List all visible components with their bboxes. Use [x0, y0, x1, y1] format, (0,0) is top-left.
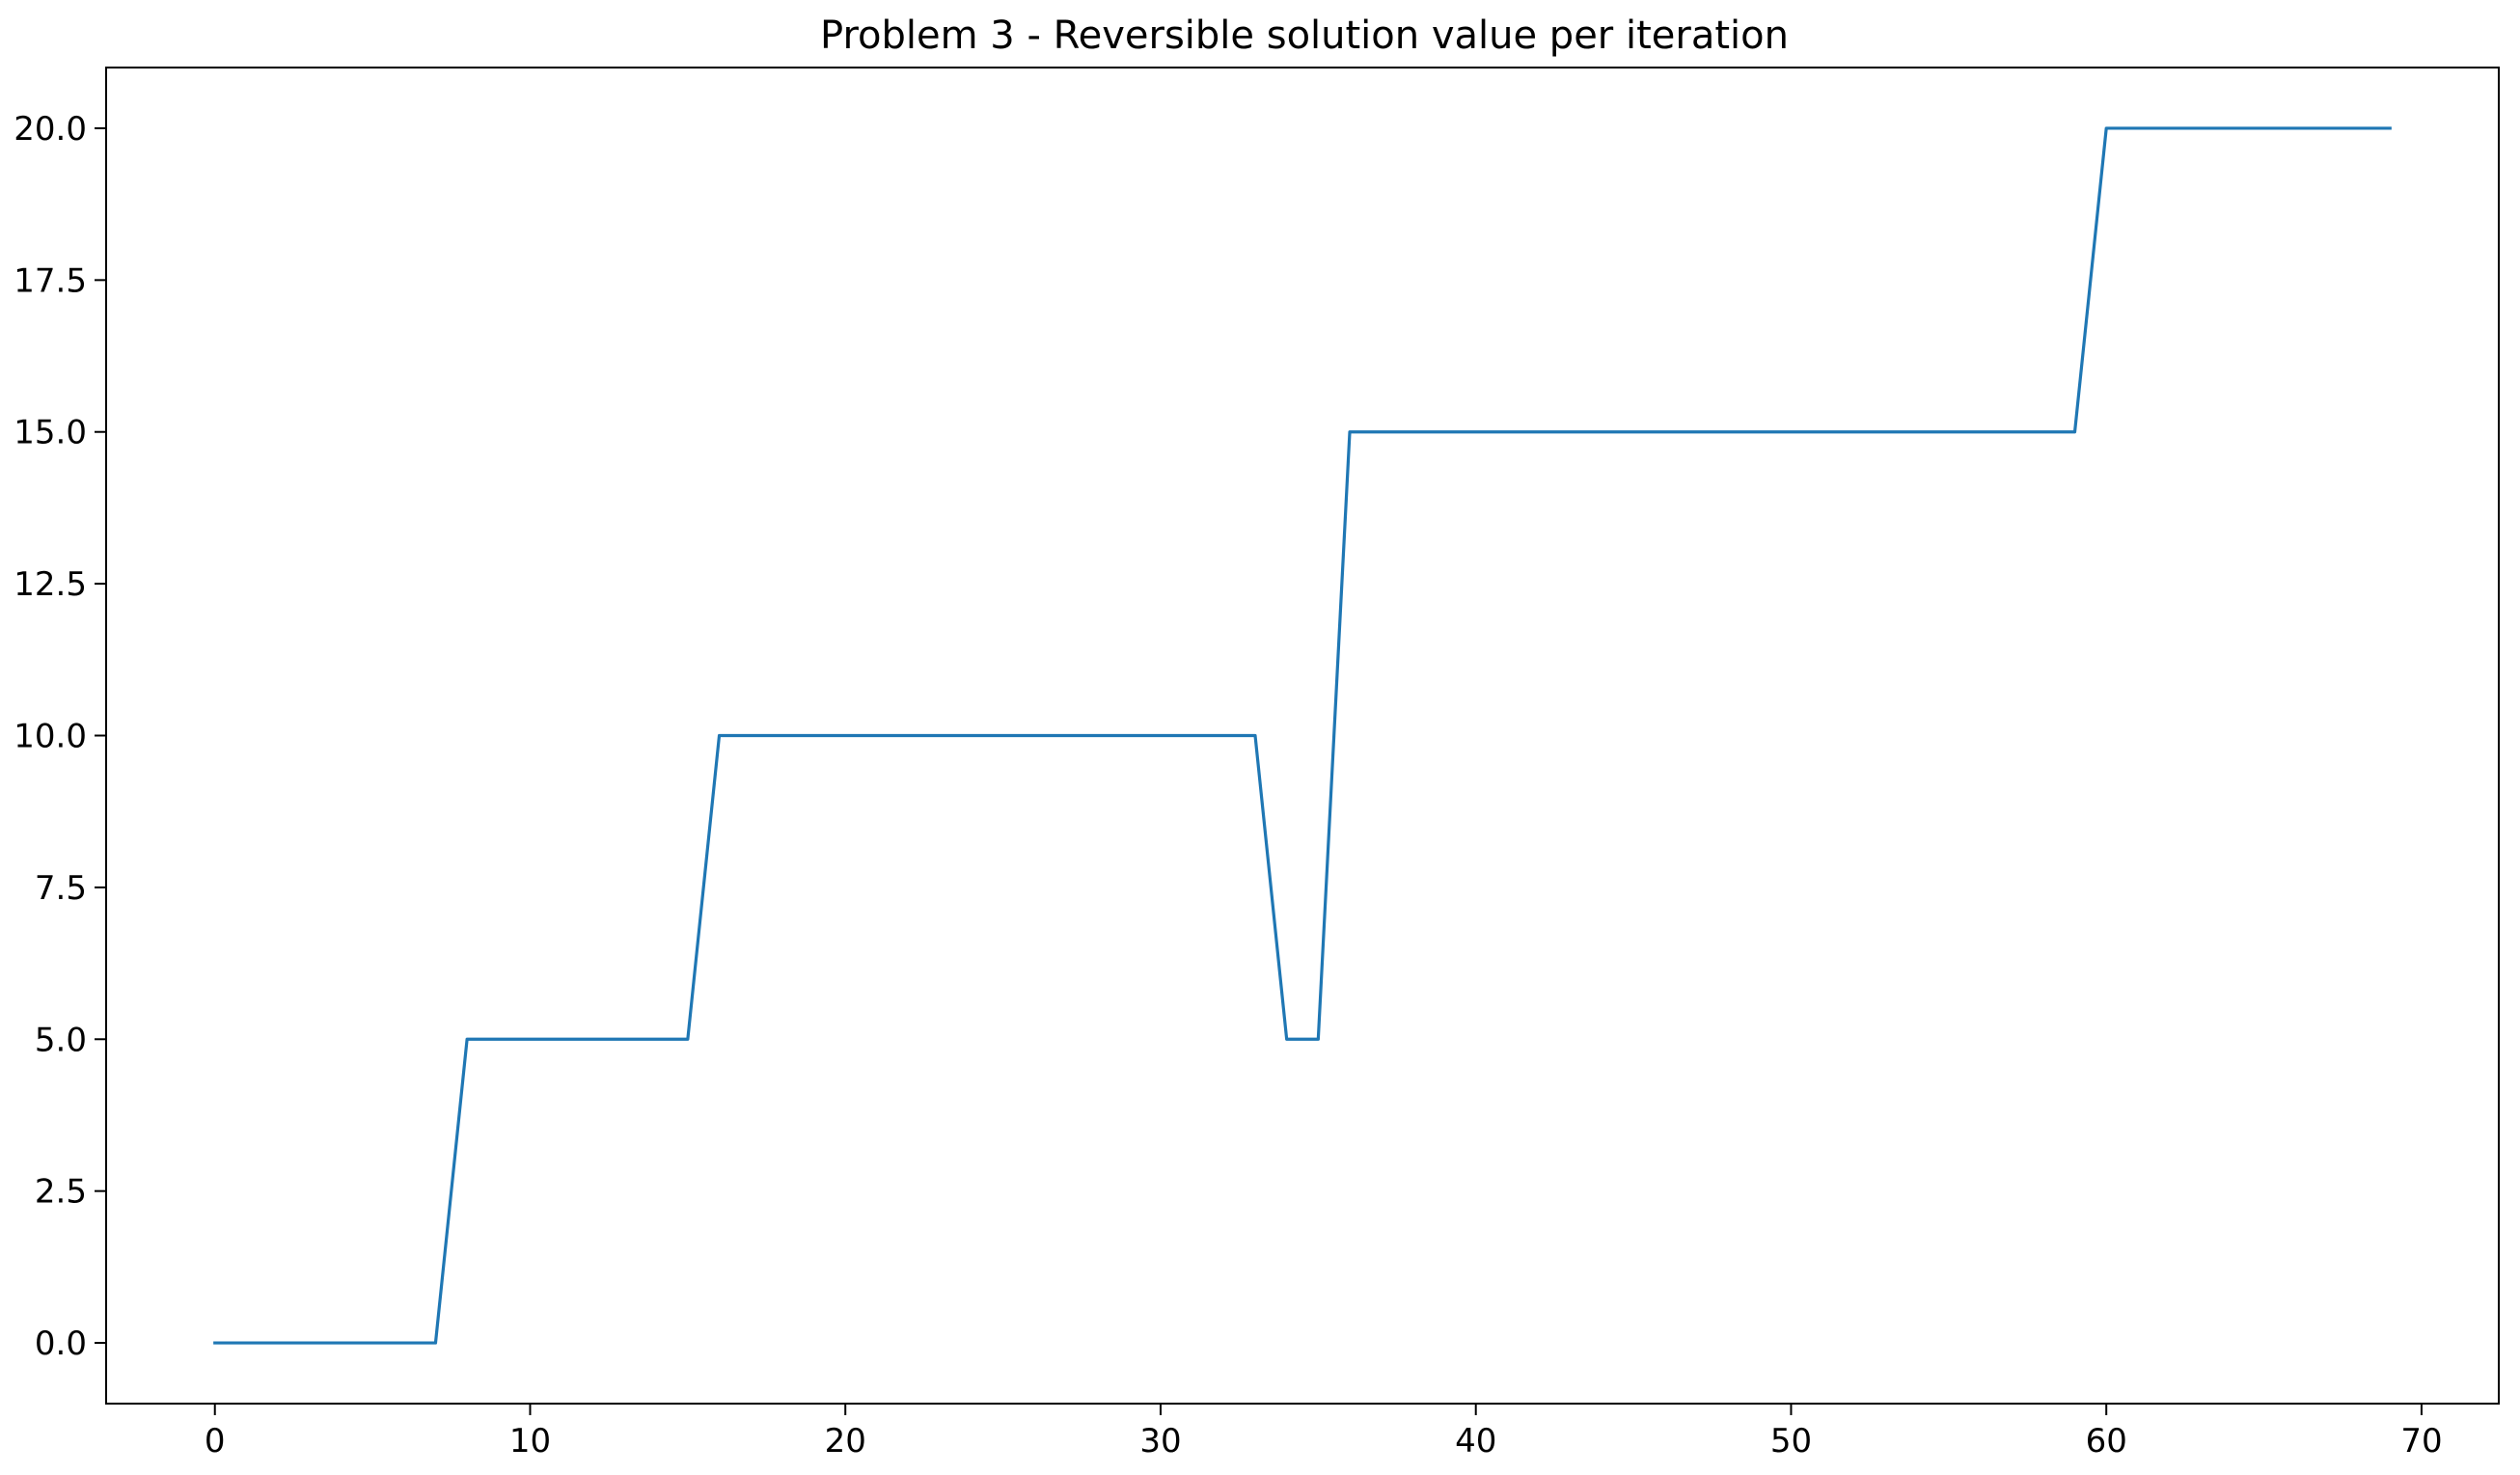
x-tick-label: 30 [1139, 1422, 1181, 1461]
y-axis: 0.0 2.5 5.0 7.5 10.0 12.5 15.0 17.5 20.0 [14, 110, 106, 1363]
y-tick-label: 2.5 [35, 1173, 87, 1212]
y-tick-label: 7.5 [35, 869, 87, 908]
x-tick-label: 10 [509, 1422, 551, 1461]
y-tick-label: 10.0 [14, 718, 87, 756]
x-tick-label: 40 [1455, 1422, 1496, 1461]
y-tick-label: 0.0 [35, 1325, 87, 1363]
y-tick-label: 15.0 [14, 414, 87, 452]
x-tick-label: 60 [2086, 1422, 2127, 1461]
x-tick-label: 50 [1770, 1422, 1812, 1461]
y-tick-label: 5.0 [35, 1021, 87, 1059]
x-tick-label: 0 [205, 1422, 226, 1461]
y-tick-label: 12.5 [14, 565, 87, 604]
chart-title: Problem 3 - Reversible solution value pe… [820, 14, 1789, 58]
series-line [213, 126, 2392, 1345]
x-tick-label: 20 [825, 1422, 866, 1461]
y-tick-label: 20.0 [14, 110, 87, 149]
x-tick-label: 70 [2400, 1422, 2442, 1461]
y-tick-label: 17.5 [14, 261, 87, 300]
x-axis: 0 10 20 30 40 50 60 70 [205, 1404, 2443, 1461]
